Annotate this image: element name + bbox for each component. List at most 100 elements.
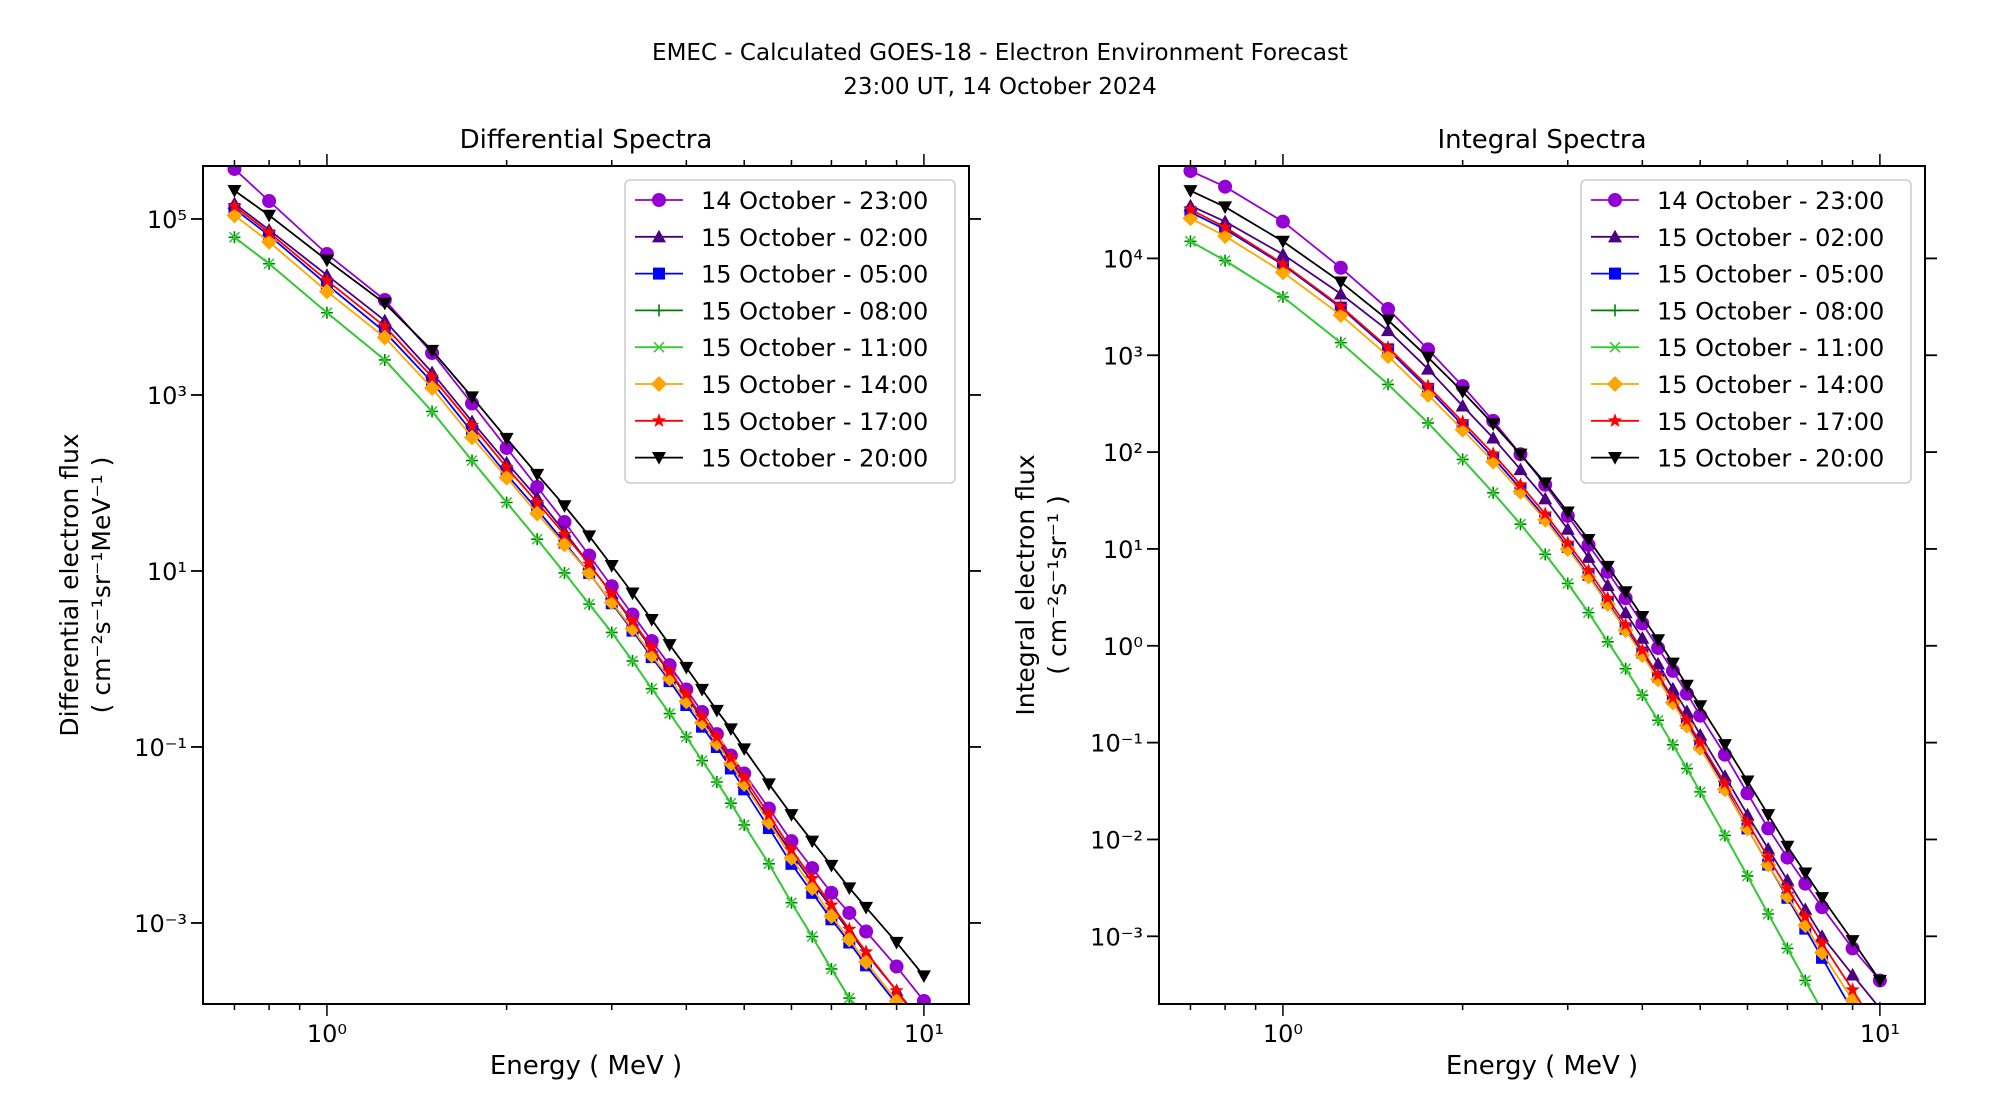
data-point [1693, 700, 1708, 713]
data-point [679, 661, 694, 675]
data-point [861, 1020, 871, 1030]
data-point [918, 1093, 930, 1100]
data-point [319, 254, 334, 268]
data-point [1845, 967, 1860, 981]
data-point [824, 897, 839, 912]
data-point [1455, 414, 1470, 428]
x-tick-label: 10¹ [904, 1020, 944, 1048]
data-point [1678, 717, 1695, 734]
data-point [227, 166, 242, 176]
data-point [1275, 247, 1290, 261]
data-point [227, 185, 242, 198]
data-point [1874, 1095, 1886, 1100]
data-point [860, 1019, 872, 1031]
data-point [1335, 337, 1347, 349]
data-point [498, 469, 515, 486]
series-15-october-11-00 [1184, 235, 1820, 1004]
data-point [530, 468, 545, 482]
data-point [1761, 809, 1776, 822]
series-15-october-20-00 [227, 185, 931, 983]
data-point [891, 1058, 903, 1070]
data-point [1455, 386, 1470, 399]
data-point [842, 882, 857, 895]
data-point [1667, 739, 1679, 751]
data-point [424, 369, 440, 384]
data-point [1717, 775, 1733, 790]
data-point [424, 380, 441, 397]
data-point [1636, 689, 1648, 701]
data-point [1719, 829, 1731, 842]
data-point [661, 670, 678, 687]
legend-label: 15 October - 11:00 [1657, 334, 1884, 362]
legend-label: 14 October - 23:00 [1657, 187, 1884, 215]
data-point [892, 1059, 902, 1069]
data-point [1421, 362, 1436, 375]
data-point [377, 319, 392, 333]
data-point [261, 225, 277, 239]
data-point [1618, 586, 1633, 599]
data-point [652, 229, 666, 243]
data-point [644, 614, 659, 627]
data-point [1717, 739, 1732, 752]
y-tick-label: 10¹ [1103, 536, 1143, 564]
legend-label: 15 October - 05:00 [1657, 261, 1884, 289]
x-axis-label: Energy ( MeV ) [490, 1051, 682, 1081]
data-point [1275, 256, 1291, 270]
legend-item: 15 October - 20:00 [635, 445, 928, 473]
data-point [1635, 611, 1650, 624]
data-point [1381, 302, 1396, 317]
data-point [1599, 596, 1616, 613]
data-point [1380, 340, 1396, 354]
data-point [662, 664, 677, 678]
data-point [1609, 341, 1621, 353]
data-point [889, 959, 904, 974]
data-point [664, 707, 676, 720]
data-point [1183, 185, 1198, 198]
data-point [1798, 909, 1813, 923]
data-point [1184, 235, 1197, 247]
data-point [709, 704, 724, 718]
data-point [1679, 712, 1695, 727]
data-point [1562, 577, 1574, 590]
data-point [1218, 201, 1233, 214]
y-tick-label: 10⁻³ [134, 910, 187, 938]
data-point [1600, 578, 1615, 592]
data-point [785, 897, 798, 909]
panel-differential: Differential Spectra 10⁰ 10¹ 10⁻³ 10⁻¹ 10¹ 10³… [55, 125, 981, 1100]
data-point [824, 859, 839, 873]
data-point [1798, 867, 1813, 881]
data-point [1487, 487, 1499, 499]
data-point [651, 376, 667, 392]
data-point [694, 714, 711, 731]
data-point [1559, 540, 1576, 557]
y-tick-label: 10⁻² [1090, 826, 1143, 854]
x-tick-label: 10⁰ [1263, 1020, 1303, 1048]
data-point [557, 526, 572, 541]
data-point [1618, 617, 1633, 631]
y-tick-label: 10⁰ [1103, 633, 1143, 661]
y-tick-label: 10⁴ [1103, 245, 1143, 273]
data-point [1679, 679, 1694, 693]
legend-item: 15 October - 02:00 [1591, 224, 1884, 252]
data-point [1664, 694, 1681, 711]
panel-integral: Integral Spectra 10⁰ 10¹ 10⁻³ 10⁻² 10⁻¹ 10⁰ 10¹… [1011, 125, 1937, 1100]
legend-label: 15 October - 05:00 [701, 261, 928, 289]
data-point [1665, 657, 1680, 671]
data-point [1183, 166, 1198, 178]
panel-title: Differential Spectra [460, 125, 713, 155]
data-point [1780, 881, 1795, 895]
data-point [1333, 276, 1348, 290]
data-point [888, 992, 905, 1004]
data-point [916, 970, 931, 983]
data-point [737, 743, 752, 756]
data-point [646, 683, 658, 695]
legend-item: 15 October - 08:00 [635, 297, 928, 325]
data-point [723, 723, 738, 737]
data-point [1799, 974, 1811, 987]
data-point [606, 626, 618, 639]
data-point [262, 194, 277, 209]
data-point [652, 193, 666, 207]
data-point [1760, 856, 1777, 873]
legend-label: 15 October - 08:00 [701, 297, 928, 325]
